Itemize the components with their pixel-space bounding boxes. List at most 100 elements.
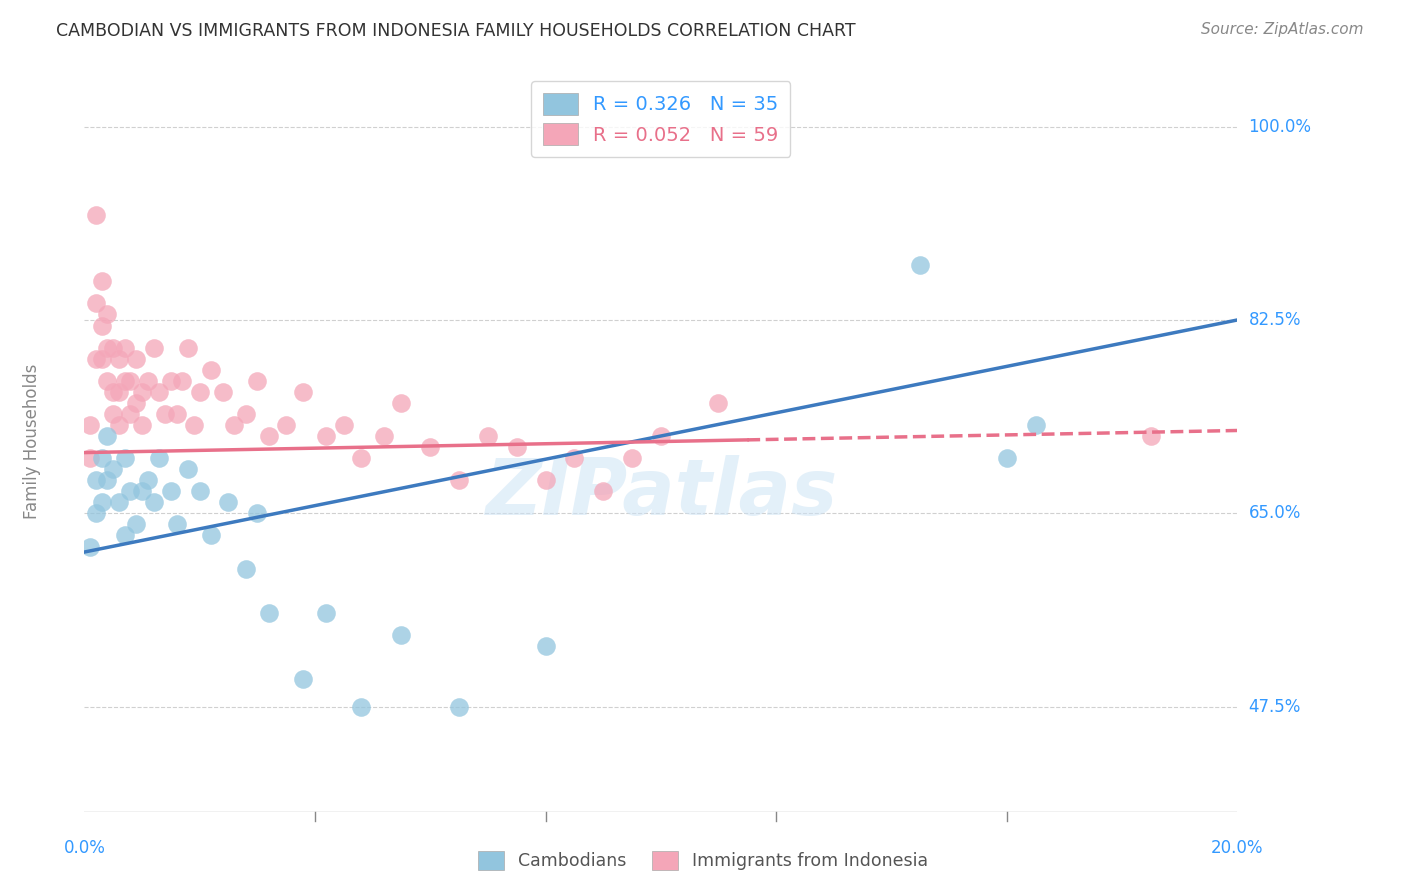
Text: 100.0%: 100.0%: [1249, 118, 1312, 136]
Point: [96, 308, 118, 322]
Point: [160, 484, 183, 499]
Point: [315, 429, 337, 443]
Point: [108, 384, 131, 399]
Point: [90, 351, 112, 366]
Point: [103, 462, 124, 476]
Point: [90, 495, 112, 509]
Point: [125, 517, 148, 532]
Text: 82.5%: 82.5%: [1249, 311, 1301, 329]
Point: [131, 417, 153, 432]
Text: Family Households: Family Households: [24, 364, 42, 519]
Point: [177, 341, 200, 355]
Point: [200, 362, 222, 376]
Point: [84, 351, 107, 366]
Point: [200, 528, 222, 542]
Point: [103, 407, 124, 421]
Point: [506, 440, 529, 454]
Point: [90, 451, 112, 466]
Text: CAMBODIAN VS IMMIGRANTS FROM INDONESIA FAMILY HOUSEHOLDS CORRELATION CHART: CAMBODIAN VS IMMIGRANTS FROM INDONESIA F…: [56, 22, 856, 40]
Point: [131, 484, 153, 499]
Point: [224, 417, 246, 432]
Point: [166, 517, 188, 532]
Point: [650, 429, 672, 443]
Point: [79, 540, 101, 554]
Point: [292, 384, 315, 399]
Point: [211, 384, 233, 399]
Point: [103, 341, 124, 355]
Point: [235, 561, 257, 575]
Text: 20.0%: 20.0%: [1211, 839, 1264, 857]
Point: [125, 351, 148, 366]
Point: [246, 507, 269, 521]
Point: [333, 417, 356, 432]
Point: [108, 417, 131, 432]
Point: [276, 417, 298, 432]
Point: [218, 495, 240, 509]
Point: [79, 417, 101, 432]
Point: [449, 699, 471, 714]
Point: [183, 417, 205, 432]
Point: [120, 484, 142, 499]
Point: [108, 495, 131, 509]
Point: [373, 429, 395, 443]
Point: [148, 384, 170, 399]
Point: [391, 396, 413, 410]
Point: [534, 473, 557, 487]
Point: [350, 451, 373, 466]
Point: [292, 672, 315, 686]
Point: [172, 374, 194, 388]
Point: [125, 396, 148, 410]
Point: [246, 374, 269, 388]
Point: [257, 606, 280, 620]
Point: [188, 384, 211, 399]
Point: [96, 473, 118, 487]
Legend: Cambodians, Immigrants from Indonesia: Cambodians, Immigrants from Indonesia: [470, 842, 936, 879]
Point: [160, 374, 183, 388]
Point: [910, 258, 932, 272]
Point: [391, 628, 413, 642]
Point: [108, 351, 131, 366]
Point: [84, 296, 107, 310]
Point: [419, 440, 441, 454]
Point: [84, 507, 107, 521]
Point: [114, 451, 136, 466]
Point: [995, 451, 1018, 466]
Point: [477, 429, 499, 443]
Point: [235, 407, 257, 421]
Point: [166, 407, 188, 421]
Point: [103, 384, 124, 399]
Point: [1140, 429, 1163, 443]
Text: Source: ZipAtlas.com: Source: ZipAtlas.com: [1201, 22, 1364, 37]
Point: [177, 462, 200, 476]
Text: 65.0%: 65.0%: [1249, 504, 1301, 523]
Point: [564, 451, 586, 466]
Point: [90, 318, 112, 333]
Point: [350, 699, 373, 714]
Point: [114, 528, 136, 542]
Point: [96, 429, 118, 443]
Point: [84, 473, 107, 487]
Point: [114, 374, 136, 388]
Point: [114, 341, 136, 355]
Point: [120, 407, 142, 421]
Point: [707, 396, 730, 410]
Point: [142, 495, 165, 509]
Point: [136, 473, 159, 487]
Point: [142, 341, 165, 355]
Text: 47.5%: 47.5%: [1249, 698, 1301, 715]
Point: [449, 473, 471, 487]
Point: [257, 429, 280, 443]
Point: [96, 374, 118, 388]
Point: [96, 341, 118, 355]
Point: [592, 484, 614, 499]
Legend: R = 0.326   N = 35, R = 0.052   N = 59: R = 0.326 N = 35, R = 0.052 N = 59: [531, 81, 790, 157]
Point: [315, 606, 337, 620]
Point: [84, 208, 107, 222]
Point: [153, 407, 176, 421]
Point: [621, 451, 644, 466]
Point: [534, 639, 557, 653]
Point: [136, 374, 159, 388]
Text: ZIPatlas: ZIPatlas: [485, 455, 837, 532]
Point: [148, 451, 170, 466]
Point: [120, 374, 142, 388]
